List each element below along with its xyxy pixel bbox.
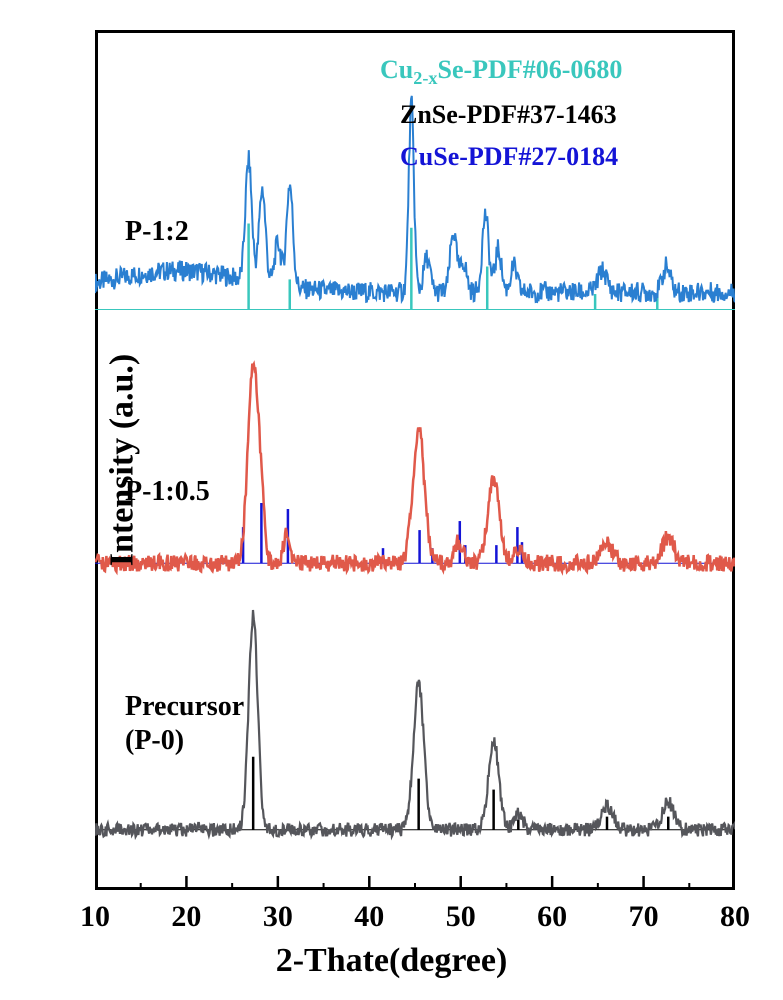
x-tick-label: 40 [347, 900, 391, 934]
x-tick-label: 10 [73, 900, 117, 934]
panel-label: P-1:2 [125, 215, 189, 249]
y-axis-label: Intensity (a.u.) [103, 354, 141, 567]
panel-label: P-1:0.5 [125, 475, 210, 509]
x-axis-label: 2-Thate(degree) [0, 942, 783, 980]
legend-item: CuSe-PDF#27-0184 [400, 142, 618, 172]
x-tick-label: 50 [439, 900, 483, 934]
legend-item: Cu2-xSe-PDF#06-0680 [380, 55, 622, 89]
xrd-trace [95, 364, 735, 572]
x-tick-label: 20 [164, 900, 208, 934]
panel-label: Precursor(P-0) [125, 690, 244, 757]
x-tick-label: 30 [256, 900, 300, 934]
legend-item: ZnSe-PDF#37-1463 [400, 100, 617, 130]
x-tick-label: 70 [622, 900, 666, 934]
x-tick-labels: 1020304050607080 [95, 900, 735, 940]
x-tick-label: 60 [530, 900, 574, 934]
x-tick-label: 80 [713, 900, 757, 934]
